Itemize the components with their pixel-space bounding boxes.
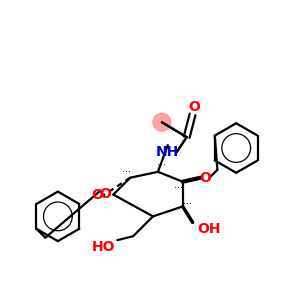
Text: ···: ··· — [174, 183, 183, 193]
Text: NH: NH — [156, 145, 179, 159]
Text: HO: HO — [92, 240, 115, 254]
Text: O: O — [189, 100, 200, 114]
Text: ···: ··· — [122, 167, 131, 177]
Text: O: O — [100, 187, 111, 201]
Text: ···: ··· — [158, 160, 166, 170]
Text: O: O — [200, 171, 211, 185]
Circle shape — [153, 113, 171, 131]
Text: ···: ··· — [183, 200, 192, 209]
Text: OH: OH — [198, 222, 221, 236]
Text: O: O — [92, 188, 104, 202]
